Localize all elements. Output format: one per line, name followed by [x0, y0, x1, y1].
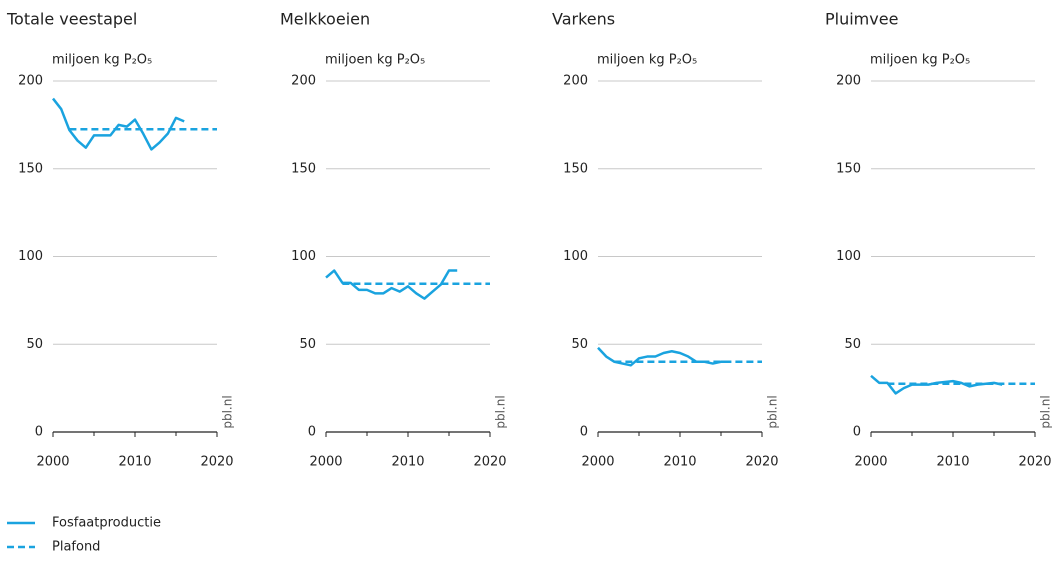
x-tick-label: 2010	[663, 455, 696, 470]
x-tick-label: 2000	[36, 455, 69, 470]
y-axis-label: miljoen kg P₂O₅	[52, 53, 152, 68]
y-tick-label: 200	[18, 74, 43, 89]
x-tick-label: 2000	[581, 455, 614, 470]
panel-title: Pluimvee	[825, 10, 898, 29]
legend-label: Fosfaatproductie	[52, 516, 161, 531]
y-tick-label: 50	[26, 337, 43, 352]
y-tick-label: 200	[291, 74, 316, 89]
y-tick-label: 100	[563, 249, 588, 264]
y-tick-label: 0	[580, 425, 588, 440]
panel-title: Melkkoeien	[280, 10, 370, 29]
y-axis-label: miljoen kg P₂O₅	[597, 53, 697, 68]
y-tick-label: 50	[571, 337, 588, 352]
y-tick-label: 50	[299, 337, 316, 352]
x-tick-label: 2010	[391, 455, 424, 470]
y-tick-label: 150	[563, 161, 588, 176]
y-tick-label: 0	[308, 425, 316, 440]
y-tick-label: 0	[853, 425, 861, 440]
y-tick-label: 100	[291, 249, 316, 264]
y-tick-label: 0	[35, 425, 43, 440]
y-tick-label: 150	[836, 161, 861, 176]
watermark: pbl.nl	[494, 395, 508, 428]
y-tick-label: 100	[18, 249, 43, 264]
y-axis-label: miljoen kg P₂O₅	[325, 53, 425, 68]
y-tick-label: 200	[836, 74, 861, 89]
series-line	[52, 97, 185, 151]
watermark: pbl.nl	[221, 395, 235, 428]
y-tick-label: 50	[844, 337, 861, 352]
x-tick-label: 2020	[1018, 455, 1051, 470]
y-tick-label: 100	[836, 249, 861, 264]
y-axis-label: miljoen kg P₂O₅	[870, 53, 970, 68]
x-tick-label: 2010	[118, 455, 151, 470]
panel-title: Totale veestapel	[6, 10, 137, 29]
x-tick-label: 2000	[309, 455, 342, 470]
x-tick-label: 2020	[200, 455, 233, 470]
watermark: pbl.nl	[766, 395, 780, 428]
legend-label: Plafond	[52, 540, 100, 555]
x-tick-label: 2000	[854, 455, 887, 470]
panel-title: Varkens	[552, 10, 615, 29]
watermark: pbl.nl	[1039, 395, 1053, 428]
x-tick-label: 2010	[936, 455, 969, 470]
x-tick-label: 2020	[745, 455, 778, 470]
y-tick-label: 200	[563, 74, 588, 89]
x-tick-label: 2020	[473, 455, 506, 470]
y-tick-label: 150	[18, 161, 43, 176]
y-tick-label: 150	[291, 161, 316, 176]
